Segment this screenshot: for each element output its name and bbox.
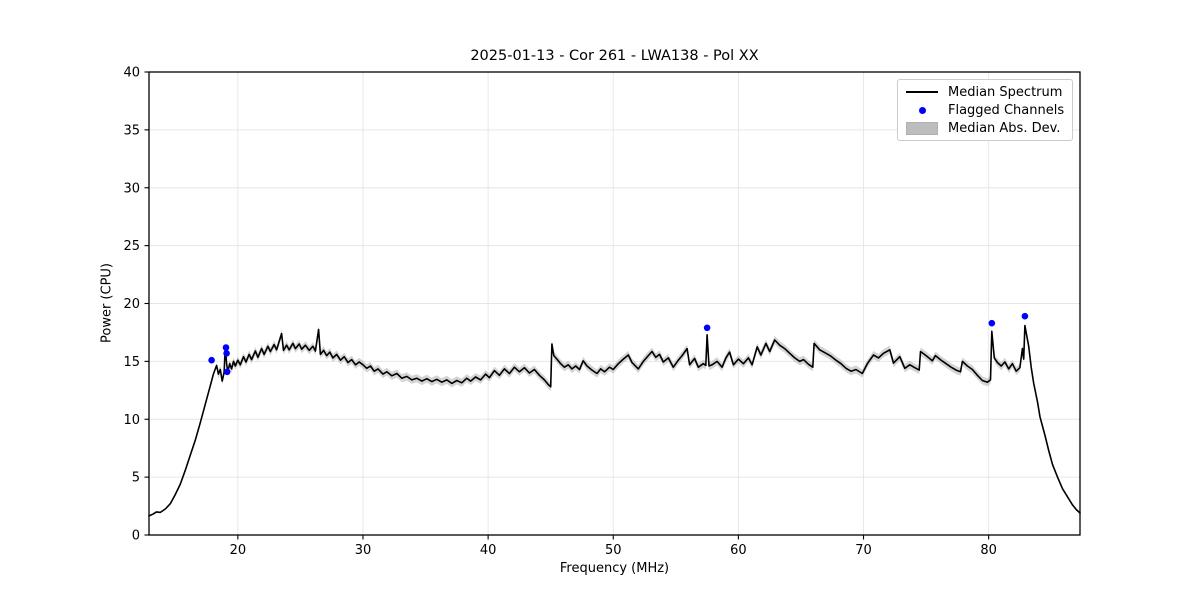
flagged-channel-dot: [223, 350, 230, 357]
mad-band-patch-icon: [906, 121, 938, 135]
x-tick-label: 60: [730, 543, 747, 558]
flagged-channel-dot: [703, 324, 711, 332]
y-tick-label: 10: [123, 413, 140, 428]
x-axis-label: Frequency (MHz): [559, 561, 670, 576]
median-spectrum-line: [148, 324, 1081, 517]
x-tick-label: 40: [480, 543, 497, 558]
axis-ticks: 20 30 40 50 60 70 80 0 5 10 15 20 25 30 35 40: [123, 66, 996, 558]
legend-label: Median Abs. Dev.: [948, 120, 1061, 136]
flagged-channel-dot-icon: [906, 106, 938, 114]
legend-label: Median Spectrum: [948, 84, 1063, 100]
legend: Median Spectrum Flagged Channels Median …: [897, 79, 1073, 141]
y-tick-label: 5: [132, 471, 140, 486]
y-tick-label: 20: [123, 297, 140, 312]
legend-entry-median-spectrum: Median Spectrum: [906, 83, 1066, 101]
x-tick-label: 50: [605, 543, 622, 558]
chart-title: 2025-01-13 - Cor 261 - LWA138 - Pol XX: [470, 48, 759, 64]
y-tick-label: 0: [132, 529, 140, 544]
y-tick-label: 30: [123, 181, 140, 196]
median-spectrum-line-icon: [906, 91, 938, 93]
y-tick-label: 40: [123, 66, 140, 81]
legend-entry-flagged-channels: Flagged Channels: [906, 101, 1066, 119]
legend-entry-median-abs-dev: Median Abs. Dev.: [906, 119, 1066, 137]
flagged-channel-dot: [222, 344, 230, 351]
legend-label: Flagged Channels: [948, 102, 1065, 118]
flagged-channel-dot: [1021, 312, 1029, 320]
flagged-channels: [208, 312, 1029, 376]
y-tick-label: 15: [123, 355, 140, 370]
x-tick-label: 80: [980, 543, 997, 558]
y-tick-label: 25: [123, 239, 140, 254]
flagged-channel-dot: [988, 319, 996, 327]
x-tick-label: 70: [855, 543, 872, 558]
flagged-channel-dot: [223, 368, 231, 376]
gridlines: [149, 71, 1080, 536]
x-tick-label: 30: [355, 543, 372, 558]
flagged-channel-dot: [208, 356, 215, 364]
y-tick-label: 35: [123, 123, 140, 138]
x-tick-label: 20: [230, 543, 247, 558]
